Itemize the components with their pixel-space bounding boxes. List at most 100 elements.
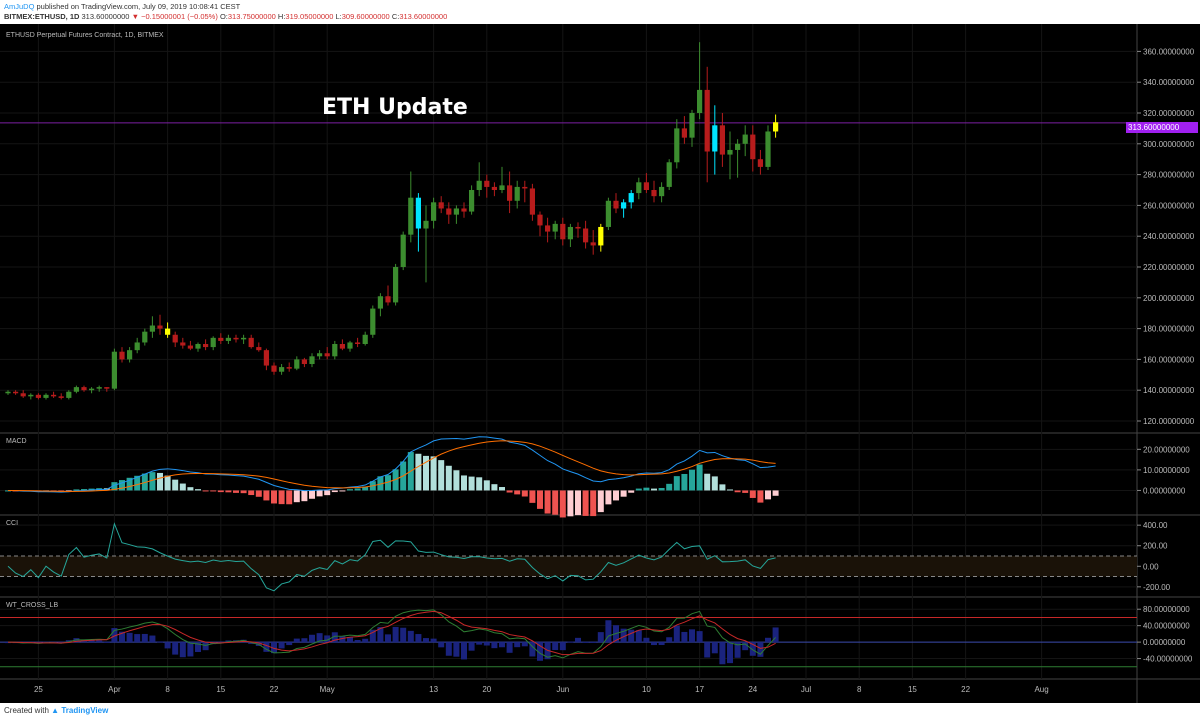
wt-diff-bar bbox=[271, 642, 277, 654]
macd-histogram-bar bbox=[309, 490, 315, 499]
y-tick-label: 40.00000000 bbox=[1143, 622, 1190, 631]
publish-line: AmJuDQ published on TradingView.com, Jul… bbox=[4, 2, 240, 11]
y-tick-label: 220.00000000 bbox=[1143, 263, 1195, 272]
macd-histogram-bar bbox=[263, 490, 270, 501]
wt-diff-bar bbox=[286, 642, 293, 646]
candle-body bbox=[58, 396, 64, 398]
candle-body bbox=[431, 202, 437, 221]
wt-diff-bar bbox=[400, 627, 407, 643]
wt-diff-bar bbox=[727, 642, 733, 664]
macd-histogram-bar bbox=[673, 476, 680, 491]
macd-histogram-bar bbox=[385, 475, 391, 491]
x-tick-label: 20 bbox=[482, 685, 491, 694]
wt-diff-bar bbox=[385, 634, 391, 643]
macd-histogram-bar bbox=[453, 470, 460, 491]
chart-canvas[interactable]: 25 Apr 8 15 22 May 13 20 Jun 10 17 24 Jul 8 15 22 Aug 120… bbox=[0, 24, 1200, 703]
macd-histogram-bar bbox=[157, 472, 163, 491]
macd-histogram-bar bbox=[521, 490, 528, 497]
x-tick-label: Jun bbox=[556, 685, 569, 694]
macd-histogram-bar bbox=[597, 490, 604, 513]
wt-diff-bar bbox=[301, 638, 308, 643]
macd-histogram-bar bbox=[73, 489, 80, 491]
candle-body bbox=[605, 200, 611, 227]
wt-diff-bar bbox=[491, 642, 498, 649]
chart-area[interactable]: 25 Apr 8 15 22 May 13 20 Jun 10 17 24 Jul 8 15 22 Aug 120… bbox=[0, 24, 1200, 703]
tradingview-brand[interactable]: TradingView bbox=[61, 706, 109, 715]
wt-diff-bar bbox=[537, 642, 543, 661]
candle-body bbox=[66, 391, 72, 398]
candle-body bbox=[583, 228, 589, 243]
candle-body bbox=[491, 186, 497, 190]
macd-histogram-bar bbox=[651, 488, 657, 491]
wt-diff-bar bbox=[187, 642, 194, 657]
candle-body bbox=[165, 328, 171, 335]
candle-body bbox=[765, 131, 771, 167]
candle-body bbox=[332, 344, 338, 357]
candle-body bbox=[704, 89, 710, 152]
wt-diff-bar bbox=[96, 640, 103, 643]
candle-body bbox=[773, 122, 779, 132]
wt-diff-bar bbox=[278, 642, 285, 649]
y-tick-label: 0.00 bbox=[1143, 562, 1159, 571]
macd-histogram-bar bbox=[719, 484, 726, 491]
macd-histogram-bar bbox=[514, 490, 521, 495]
wt-diff-bar bbox=[293, 638, 300, 643]
y-tick-label: 20.00000000 bbox=[1143, 445, 1190, 454]
candle-body bbox=[659, 186, 665, 197]
y-tick-label: 260.00000000 bbox=[1143, 201, 1195, 210]
candle-body bbox=[203, 344, 209, 348]
y-tick-label: 400.00 bbox=[1143, 521, 1168, 530]
macd-histogram-bar bbox=[293, 490, 300, 503]
ohlc-high: 319.05000000 bbox=[285, 12, 334, 21]
candle-body bbox=[20, 393, 26, 397]
wt2-line bbox=[7, 610, 776, 656]
wt-diff-bar bbox=[696, 631, 703, 643]
macd-histogram-bar bbox=[415, 453, 422, 491]
author-link[interactable]: AmJuDQ bbox=[4, 2, 35, 11]
footer: Created with ▲ TradingView bbox=[0, 703, 1200, 719]
wt-diff-bar bbox=[438, 642, 445, 648]
candle-body bbox=[613, 200, 619, 209]
candle-body bbox=[727, 149, 733, 155]
wt-diff-bar bbox=[172, 642, 179, 655]
macd-histogram-bar bbox=[172, 479, 179, 491]
y-tick-label: -200.00 bbox=[1143, 583, 1171, 592]
candle-body bbox=[157, 325, 163, 329]
candle-body bbox=[51, 394, 57, 397]
candle-body bbox=[377, 296, 383, 309]
candle-body bbox=[149, 325, 155, 332]
macd-histogram-bar bbox=[461, 475, 467, 491]
y-tick-label: 80.00000000 bbox=[1143, 605, 1190, 614]
candle-body bbox=[263, 350, 269, 366]
ohlc-close-label: C: bbox=[391, 12, 400, 21]
wt-diff-bar bbox=[506, 642, 513, 653]
wt-diff-bar bbox=[651, 642, 657, 646]
wt-diff-bar bbox=[347, 637, 353, 643]
wt-diff-bar bbox=[157, 641, 163, 643]
wt-diff-bar bbox=[742, 642, 749, 651]
y-tick-label: 160.00000000 bbox=[1143, 355, 1195, 364]
macd-histogram-bar bbox=[681, 473, 688, 491]
wt-diff-bar bbox=[103, 641, 110, 643]
macd-histogram-bar bbox=[742, 490, 749, 493]
candle-body bbox=[393, 267, 399, 303]
macd-histogram-bar bbox=[65, 490, 72, 492]
candle-body bbox=[256, 347, 262, 351]
candle-body bbox=[681, 128, 687, 138]
candle-body bbox=[81, 387, 87, 391]
candle-body bbox=[218, 337, 224, 341]
wt-diff-bar bbox=[719, 642, 726, 665]
macd-histogram-bar bbox=[119, 480, 125, 491]
wt-diff-bar bbox=[689, 629, 695, 643]
ohlc-high-label: H: bbox=[277, 12, 286, 21]
macd-histogram-bar bbox=[217, 490, 224, 493]
candle-body bbox=[537, 214, 543, 226]
macd-histogram-bar bbox=[430, 456, 437, 491]
candle-body bbox=[301, 359, 307, 365]
cci-band-fill bbox=[0, 556, 1137, 577]
ohlc-open: 313.75000000 bbox=[227, 12, 276, 21]
y-tick-label: 340.00000000 bbox=[1143, 78, 1195, 87]
candle-body bbox=[575, 226, 581, 229]
wt-diff-bar bbox=[354, 639, 361, 643]
macd-histogram-bar bbox=[567, 490, 574, 517]
